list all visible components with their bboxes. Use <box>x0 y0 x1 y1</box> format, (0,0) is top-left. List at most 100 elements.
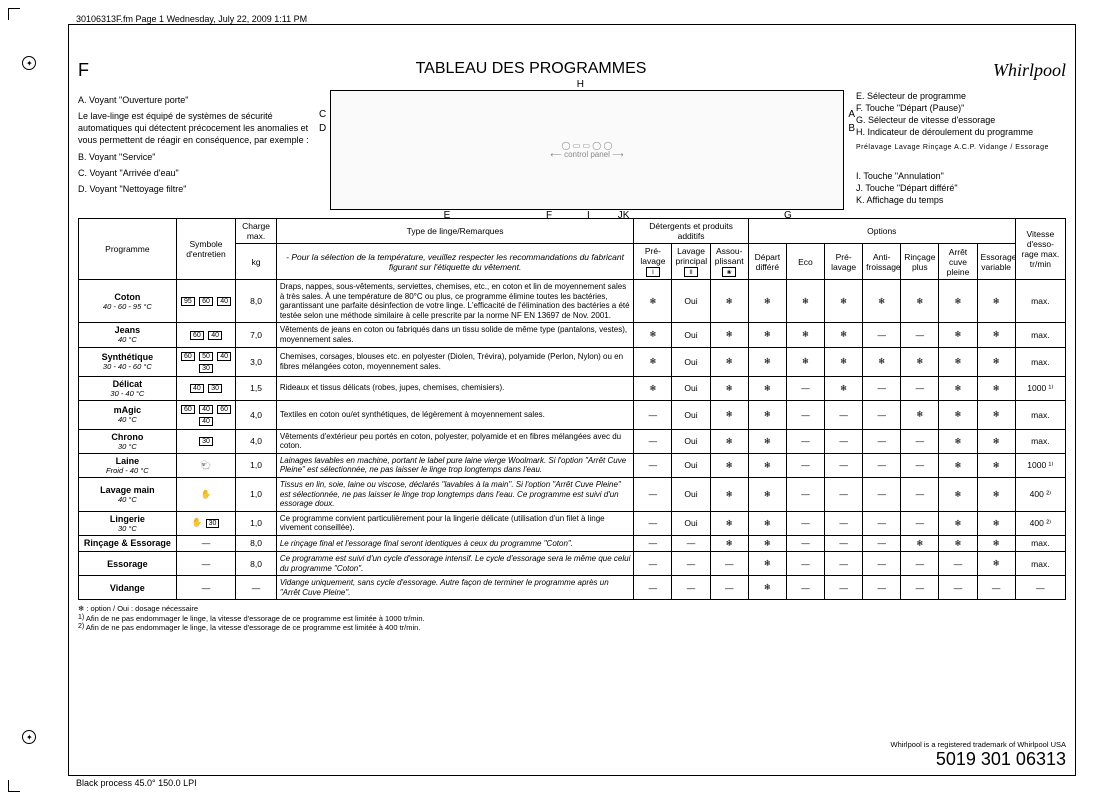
cell-option: ❄ <box>825 323 863 347</box>
cell-option: — <box>863 400 901 429</box>
crop-mark <box>8 780 20 792</box>
cell-option: — <box>939 551 977 575</box>
programme-table: Programme Symbole d'entretien Charge max… <box>78 218 1066 600</box>
cell-option: — <box>901 429 939 453</box>
cell-option: — <box>825 551 863 575</box>
cell-option: ❄ <box>977 280 1015 323</box>
th-prelavage: Pré-lavageI <box>634 244 672 280</box>
th-rincage-plus: Rinçage plus <box>901 244 939 280</box>
cell-detergent: ❄ <box>710 280 748 323</box>
cell-option: — <box>901 477 939 511</box>
cell-programme: Essorage <box>79 551 177 575</box>
cell-programme: Chrono30 °C <box>79 429 177 453</box>
cell-detergent: ❄ <box>634 347 672 376</box>
cell-detergent: Oui <box>672 323 710 347</box>
cell-detergent: Oui <box>672 429 710 453</box>
cell-detergent: — <box>672 576 710 600</box>
cell-programme: Lavage main40 °C <box>79 477 177 511</box>
cell-remarks: Chemises, corsages, blouses etc. en poly… <box>276 347 634 376</box>
label-i: I <box>587 210 590 221</box>
cell-option: — <box>901 551 939 575</box>
cell-symbole: — <box>176 535 236 551</box>
cell-option: ❄ <box>939 453 977 477</box>
cell-option: — <box>901 576 939 600</box>
cell-option: ❄ <box>748 280 786 323</box>
header-meta: 30106313F.fm Page 1 Wednesday, July 22, … <box>76 14 307 24</box>
cell-option: ❄ <box>977 323 1015 347</box>
cell-option: ❄ <box>901 280 939 323</box>
cell-detergent: — <box>710 551 748 575</box>
cell-programme: Rinçage & Essorage <box>79 535 177 551</box>
cell-speed: max. <box>1015 400 1065 429</box>
cell-option: — <box>863 323 901 347</box>
cell-programme: LaineFroid - 40 °C <box>79 453 177 477</box>
legend-c: C. Voyant "Arrivée d'eau" <box>78 167 318 179</box>
cell-speed: max. <box>1015 280 1065 323</box>
cell-remarks: Vidange uniquement, sans cycle d'essorag… <box>276 576 634 600</box>
cell-detergent: Oui <box>672 400 710 429</box>
table-row: Essorage—8,0Ce programme est suivi d'un … <box>79 551 1066 575</box>
cell-option: — <box>901 323 939 347</box>
table-row: Vidange——Vidange uniquement, sans cycle … <box>79 576 1066 600</box>
cell-detergent: ❄ <box>634 376 672 400</box>
control-panel-diagram: H C D A B E F I JK G ◯ ▭ ▭ ◯ ◯⟵ control … <box>330 90 844 210</box>
th-depart-differe: Départ différé <box>748 244 786 280</box>
th-essorage-var: Essorage variable <box>977 244 1015 280</box>
doc-number-value: 5019 301 06313 <box>891 749 1066 770</box>
cell-option: — <box>786 429 824 453</box>
cell-option: ❄ <box>748 576 786 600</box>
cell-detergent: Oui <box>672 376 710 400</box>
cell-detergent: Oui <box>672 280 710 323</box>
cell-speed: max. <box>1015 347 1065 376</box>
table-row: Coton40 - 60 - 95 °C95 60 408,0Draps, na… <box>79 280 1066 323</box>
label-g: G <box>784 210 792 221</box>
cell-detergent: ❄ <box>710 376 748 400</box>
legend-a: A. Voyant "Ouverture porte" <box>78 94 318 106</box>
cell-charge: 7,0 <box>236 323 277 347</box>
progress-strip: Prélavage Lavage Rinçage A.C.P. Vidange … <box>856 143 1066 152</box>
legend-k: K. Affichage du temps <box>856 194 1066 206</box>
cell-option: ❄ <box>939 511 977 535</box>
cell-option: ❄ <box>748 453 786 477</box>
cell-detergent: — <box>634 453 672 477</box>
cell-option: — <box>863 551 901 575</box>
cell-option: ❄ <box>863 280 901 323</box>
page-content: F TABLEAU DES PROGRAMMES Whirlpool A. Vo… <box>78 60 1066 632</box>
label-d: D <box>319 123 326 134</box>
panel-placeholder: ◯ ▭ ▭ ◯ ◯⟵ control panel ⟶ <box>550 141 623 159</box>
cell-programme: Délicat30 - 40 °C <box>79 376 177 400</box>
cell-option: — <box>825 400 863 429</box>
cell-programme: Jeans40 °C <box>79 323 177 347</box>
th-charge: Charge max. <box>236 219 277 244</box>
cell-speed: 1000 ¹⁾ <box>1015 376 1065 400</box>
cell-charge: 8,0 <box>236 280 277 323</box>
cell-option: ❄ <box>786 280 824 323</box>
cell-remarks: Le rinçage final et l'essorage final ser… <box>276 535 634 551</box>
cell-speed: 1000 ¹⁾ <box>1015 453 1065 477</box>
cell-option: — <box>977 576 1015 600</box>
cell-option: — <box>825 511 863 535</box>
cell-remarks: Textiles en coton ou/et synthétiques, de… <box>276 400 634 429</box>
cell-option: — <box>939 576 977 600</box>
cell-option: ❄ <box>748 376 786 400</box>
th-kg: kg <box>236 244 277 280</box>
th-opt-prelavage: Pré-lavage <box>825 244 863 280</box>
label-a: A <box>848 109 855 120</box>
cell-detergent: ❄ <box>710 477 748 511</box>
cell-option: — <box>863 429 901 453</box>
cell-detergent: Oui <box>672 477 710 511</box>
cell-remarks: Ce programme convient particulièrement p… <box>276 511 634 535</box>
legend-h: H. Indicateur de déroulement du programm… <box>856 126 1066 138</box>
trademark-note: Whirlpool is a registered trademark of W… <box>891 740 1066 749</box>
cell-option: — <box>825 535 863 551</box>
cell-option: ❄ <box>977 347 1015 376</box>
cell-option: — <box>863 477 901 511</box>
cell-detergent: — <box>634 477 672 511</box>
cell-detergent: — <box>672 551 710 575</box>
cell-charge: 8,0 <box>236 535 277 551</box>
cell-charge: — <box>236 576 277 600</box>
cell-option: — <box>863 535 901 551</box>
th-symbole: Symbole d'entretien <box>176 219 236 280</box>
legend-g: G. Sélecteur de vitesse d'essorage <box>856 114 1066 126</box>
cell-option: ❄ <box>977 453 1015 477</box>
